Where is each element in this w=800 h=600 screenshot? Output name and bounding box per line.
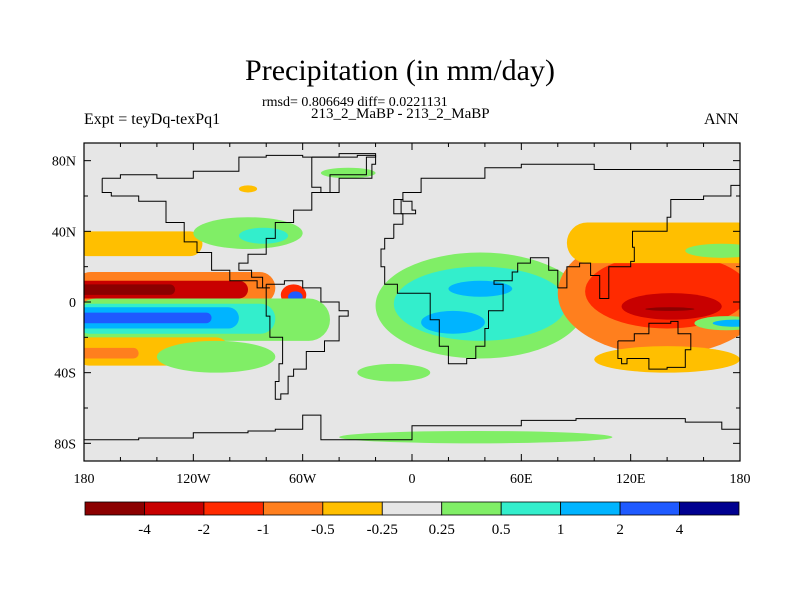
colorbar-swatch [203, 501, 264, 516]
colorbar-swatch [441, 501, 502, 516]
south-west-pacific-orange [594, 346, 740, 373]
y-tick-label: 0 [69, 296, 76, 311]
coastline-north-america [101, 153, 377, 289]
colorbar-swatch [381, 501, 443, 516]
colorbar-swatch [144, 501, 205, 516]
colorbar-swatch [322, 501, 383, 516]
colorbar-swatch [500, 501, 562, 516]
north-atlantic-green [320, 167, 376, 179]
x-tick-label: 60W [289, 472, 317, 487]
colorbar-swatch [619, 501, 680, 516]
coastline-antarctica [84, 414, 740, 441]
chart-title: Precipitation (in mm/day) [245, 54, 555, 87]
indian-ocean-cyan [393, 266, 567, 341]
x-tick-label: 120W [176, 472, 211, 487]
indian-ocean-lightblue [421, 310, 485, 334]
coastline-uk [400, 199, 417, 215]
coastlines [84, 153, 740, 441]
y-tick-label: 80N [52, 155, 76, 170]
west-pacific-max [645, 307, 695, 311]
x-tick-label: 180 [74, 472, 95, 487]
colorbar-label: -0.25 [367, 522, 398, 538]
arctic-orange [238, 185, 258, 193]
colorbar-label: 0.25 [429, 522, 455, 538]
y-tick-label: 40S [54, 367, 76, 382]
east-pacific-blue [712, 319, 740, 327]
north-pacific-cyan [238, 227, 289, 244]
colorbar-label: -0.5 [311, 522, 335, 538]
anomaly-field [84, 167, 740, 444]
coastline-eurasia-africa [380, 163, 740, 365]
eq-pacific-s-blue [84, 312, 212, 324]
south-pacific-orange2 [84, 347, 139, 359]
x-tick-label: 60E [510, 472, 533, 487]
colorbar-label: 1 [557, 522, 565, 538]
colorbar-label: 0.5 [492, 522, 511, 538]
colorbar-label: -1 [257, 522, 270, 538]
y-tick-label: 80S [54, 437, 76, 452]
experiment-label: Expt = teyDq-texPq1 [84, 111, 221, 128]
colorbar-label: -4 [138, 522, 151, 538]
colorbar-swatch [679, 501, 740, 516]
x-tick-label: 0 [409, 472, 416, 487]
colorbar-swatch [262, 501, 324, 516]
southern-ocean-green [339, 430, 613, 444]
colorbar-label: 2 [616, 522, 624, 538]
coastline-australia [617, 320, 692, 370]
chart-subtitle: 213_2_MaBP - 213_2_MaBP [311, 106, 490, 122]
x-tick-label: 120E [616, 472, 646, 487]
east-pacific-green [685, 243, 740, 258]
eq-pacific-n-darkred [84, 284, 176, 295]
coastline-south-america [265, 280, 349, 400]
south-atlantic-green [357, 363, 431, 382]
season-label: ANN [704, 111, 739, 128]
colorbar: -4 -2 -1 -0.5 -0.25 0.25 0.5 1 2 4 [84, 501, 740, 538]
west-pacific-darkred [621, 293, 722, 320]
south-pacific-green [156, 340, 276, 373]
colorbar-label: -2 [198, 522, 211, 538]
colorbar-swatch [84, 501, 145, 516]
x-tick-label: 180 [730, 472, 751, 487]
north-pacific-yellow [93, 238, 185, 251]
colorbar-swatch [560, 501, 621, 516]
coastline-greenland [311, 154, 377, 193]
stats-line: rmsd= 0.806649 diff= 0.0221131 [262, 95, 448, 110]
colorbar-label: 4 [676, 522, 684, 538]
y-tick-label: 40N [52, 225, 76, 240]
